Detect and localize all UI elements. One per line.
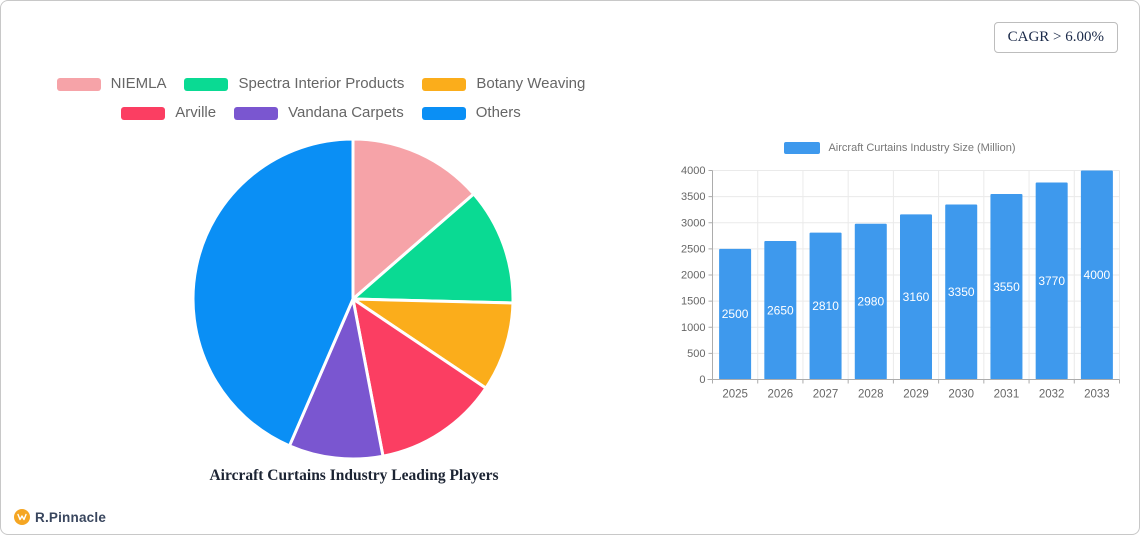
x-axis-tick-label: 2028 xyxy=(858,389,884,401)
cagr-badge: CAGR > 6.00% xyxy=(993,22,1118,53)
bar-value-label: 3160 xyxy=(903,290,930,304)
y-axis-tick-label: 1000 xyxy=(681,322,705,334)
bar-legend-swatch xyxy=(784,142,821,154)
pie-slice-arville[interactable] xyxy=(351,297,488,458)
legend-label: Others xyxy=(475,104,521,121)
brand-name: R.Pinnacle xyxy=(35,509,107,525)
bar-2028[interactable] xyxy=(854,223,887,380)
pie-chart xyxy=(187,133,519,465)
bar-chart-svg: 2500 2650 2810 2980 3160 3350 3550 3770 4000 0 500… xyxy=(681,165,1120,401)
bar-2033[interactable] xyxy=(1080,170,1113,380)
bar-value-label: 3350 xyxy=(948,285,975,299)
pie-slice-others[interactable] xyxy=(191,137,355,448)
x-axis-tick-label: 2029 xyxy=(903,389,929,401)
brand-w-glyph xyxy=(17,513,27,521)
legend-label: Spectra Interior Products xyxy=(238,75,405,92)
legend-swatch xyxy=(56,77,101,91)
bar-legend-label: Aircraft Curtains Industry Size (Million… xyxy=(828,142,1016,154)
bar-chart-legend-item[interactable]: Aircraft Curtains Industry Size (Million… xyxy=(675,140,1125,156)
pie-slice-niemla[interactable] xyxy=(351,137,476,301)
bar-2030[interactable] xyxy=(945,204,978,380)
legend-item-arville[interactable]: Arville xyxy=(121,104,216,122)
x-axis-tick-label: 2033 xyxy=(1084,389,1110,401)
legend-item-spectra-interior-products[interactable]: Spectra Interior Products xyxy=(184,75,404,93)
bar-value-label: 2810 xyxy=(812,299,839,313)
pie-legend-row: NIEMLA Spectra Interior Products Botany We… xyxy=(31,75,611,93)
legend-label: Arville xyxy=(175,104,217,121)
legend-swatch xyxy=(421,106,466,120)
bar-2032[interactable] xyxy=(1035,182,1068,380)
brand-logo: R.Pinnacle xyxy=(14,509,106,525)
bar-value-label: 2650 xyxy=(767,303,794,317)
bar-value-label: 4000 xyxy=(1084,268,1111,282)
y-axis-tick-label: 2000 xyxy=(681,270,705,282)
x-axis-tick-label: 2027 xyxy=(813,389,839,401)
y-axis-tick-label: 3500 xyxy=(681,191,705,203)
bar-chart-section: Aircraft Curtains Industry Size (Million… xyxy=(675,140,1125,409)
legend-swatch xyxy=(422,77,467,91)
y-axis-tick-label: 500 xyxy=(687,348,705,360)
bar-2027[interactable] xyxy=(809,232,842,380)
bar-value-label: 3770 xyxy=(1038,274,1065,288)
legend-item-niemla[interactable]: NIEMLA xyxy=(56,75,167,93)
legend-swatch xyxy=(184,77,229,91)
legend-label: NIEMLA xyxy=(110,75,167,92)
pie-slice-spectra-interior-products[interactable] xyxy=(351,192,515,305)
legend-label: Botany Weaving xyxy=(476,75,586,92)
pie-slice-botany-weaving[interactable] xyxy=(351,297,515,390)
pie-slice-vandana-carpets[interactable] xyxy=(287,297,385,461)
pie-legend: NIEMLA Spectra Interior Products Botany We… xyxy=(31,75,611,133)
bar-value-label: 3550 xyxy=(993,280,1020,294)
pie-chart-title: Aircraft Curtains Industry Leading Playe… xyxy=(209,467,499,484)
y-axis-tick-label: 0 xyxy=(699,374,705,386)
y-axis-tick-label: 4000 xyxy=(681,165,705,177)
y-axis-tick-label: 2500 xyxy=(681,243,705,255)
legend-item-botany-weaving[interactable]: Botany Weaving xyxy=(422,75,585,93)
x-axis-tick-label: 2030 xyxy=(948,389,974,401)
bar-2031[interactable] xyxy=(990,194,1023,380)
x-axis-tick-label: 2032 xyxy=(1039,389,1065,401)
pie-chart-svg xyxy=(191,137,515,461)
brand-logo-icon xyxy=(14,509,30,525)
bar-2026[interactable] xyxy=(764,241,797,380)
bar-value-label: 2500 xyxy=(722,307,749,321)
bar-value-label: 2980 xyxy=(857,295,884,309)
pie-legend-row: Arville Vandana Carpets Others xyxy=(31,104,611,122)
bar-2029[interactable] xyxy=(900,214,932,380)
y-axis-tick-label: 3000 xyxy=(681,217,705,229)
legend-item-others[interactable]: Others xyxy=(421,104,521,122)
legend-item-vandana-carpets[interactable]: Vandana Carpets xyxy=(234,104,404,122)
x-axis-tick-label: 2026 xyxy=(768,389,794,401)
legend-swatch xyxy=(234,106,279,120)
y-axis-tick-label: 1500 xyxy=(681,296,705,308)
legend-swatch xyxy=(121,106,166,120)
x-axis-tick-label: 2025 xyxy=(722,389,748,401)
bar-2025[interactable] xyxy=(719,248,752,380)
legend-label: Vandana Carpets xyxy=(288,104,404,121)
x-axis-tick-label: 2031 xyxy=(994,389,1020,401)
